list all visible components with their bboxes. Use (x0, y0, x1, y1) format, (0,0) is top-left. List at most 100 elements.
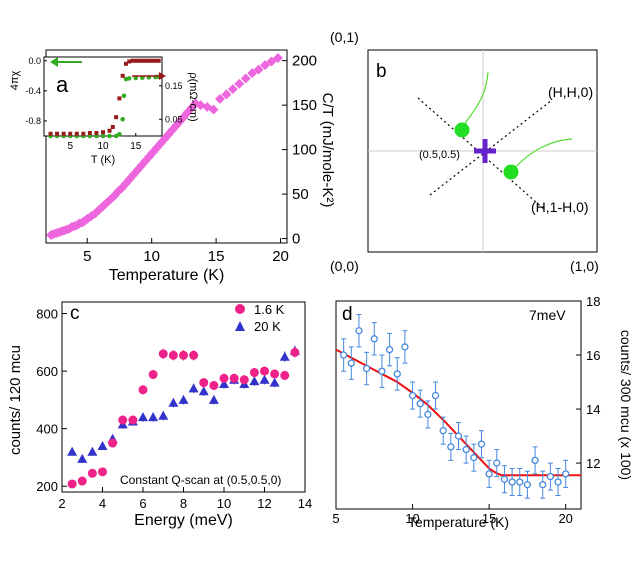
inset-point-chi (48, 131, 53, 136)
data-point-ct (221, 89, 232, 100)
x-axis-label: Energy (meV) (134, 512, 233, 529)
inset-point-chi (81, 131, 86, 136)
y-axis-label: C/T (mJ/mole-K²) (319, 93, 336, 208)
inset-x-tick-label: 10 (97, 141, 109, 152)
x-tick-label: 15 (208, 248, 225, 265)
data-point-1p6k (179, 350, 188, 360)
y-tick-label: 400 (36, 422, 58, 437)
inset-point-rho (107, 133, 112, 139)
y-tick-label: 0 (292, 231, 300, 248)
axes-frame (335, 300, 582, 510)
y-tick-label: 16 (586, 348, 600, 363)
inset-y2-tick-label: 0.15 (165, 81, 183, 91)
data-point-1p6k (260, 366, 269, 376)
y-tick-label: 18 (586, 294, 600, 309)
data-point-ct (215, 93, 225, 104)
y-tick-label: 12 (586, 456, 600, 471)
inset-point-chi (156, 58, 161, 63)
data-point (431, 391, 440, 400)
inset-point-chi (140, 58, 145, 63)
inset-point-chi (114, 115, 119, 120)
data-point-20k (198, 386, 209, 396)
inset-point-chi (137, 58, 142, 63)
data-point-ct (234, 78, 245, 89)
data-point (477, 440, 486, 448)
green-point-2 (503, 164, 519, 180)
inset-point-chi (127, 59, 132, 64)
data-point-20k (158, 410, 169, 420)
panel-d: 5 10 15 20 12 14 16 18 Temperature (K) counts/ 30… (332, 294, 634, 530)
x-tick-label: 4 (99, 496, 106, 511)
panel-a: 5 10 15 200 50 100 150 200 Temperature (K) C/T (m… (9, 49, 336, 284)
y-tick-label: 800 (36, 307, 58, 322)
y-tick-label: 200 (36, 479, 58, 494)
inset-point-chi (143, 58, 148, 63)
data-point-20k (269, 377, 280, 387)
inset-point-rho (133, 75, 139, 81)
data-point (355, 327, 363, 335)
x-tick-label: 5 (83, 248, 91, 265)
data-point-ct (240, 73, 251, 84)
data-point (462, 445, 470, 454)
inset-point-rho (121, 93, 127, 99)
annotation-energy: 7meV (529, 307, 566, 323)
dispersion-curve-1 (461, 71, 489, 129)
data-point-ct (247, 68, 258, 79)
panel-label-a: a (56, 72, 69, 97)
annotation-qscan: Constant Q-scan at (0.5,0.5,0) (120, 473, 281, 487)
inset-frame (43, 56, 163, 137)
inset-point-chi (94, 130, 99, 135)
y-tick-label: 200 (292, 53, 317, 70)
data-point-1p6k (189, 350, 199, 360)
data-point-20k (219, 379, 229, 389)
inset-point-chi (123, 61, 128, 66)
data-point (562, 470, 570, 478)
data-point-1p6k (77, 476, 87, 486)
data-point-1p6k (108, 438, 118, 448)
data-point (370, 335, 378, 343)
data-point-1p6k (118, 415, 128, 425)
y-tick-label: 100 (292, 142, 317, 159)
panel-label-d: d (342, 304, 353, 325)
annotation-h1h0: (H,1-H,0) (531, 199, 589, 215)
data-point (531, 456, 539, 465)
data-point-1p6k (87, 468, 97, 478)
inset-point-chi (87, 130, 92, 135)
y-axis-label: counts/ 300 mcu (x 100) (618, 330, 634, 480)
panel-label-c: c (70, 303, 80, 324)
data-point-20k (178, 394, 189, 404)
inset-arrow-right-head (159, 72, 166, 80)
data-point (408, 391, 417, 400)
data-point-20k (97, 440, 108, 450)
data-point-1p6k (219, 373, 229, 383)
data-point (554, 478, 562, 486)
data-point (493, 459, 501, 467)
data-point-20k (168, 397, 179, 407)
legend-label-20k: 20 K (254, 319, 281, 334)
inset-y-tick-label: -0.4 (25, 86, 41, 96)
x-tick-label: 20 (272, 248, 289, 265)
panel-b: (0,1) (0,0) (1,0) (H,H,0) (H,1-H,0) (0.5,0.5)… (330, 29, 599, 274)
data-point (347, 359, 355, 367)
data-point-20k (77, 453, 88, 463)
data-point-20k (188, 383, 199, 393)
inset-point-chi (74, 131, 79, 136)
data-point (416, 399, 424, 408)
data-point-1p6k (199, 378, 209, 388)
annotation-hh0: (H,H,0) (548, 84, 593, 100)
data-point (516, 478, 524, 486)
inset-point-chi (153, 58, 158, 63)
data-point (439, 427, 447, 435)
data-point-20k (148, 412, 159, 422)
x-tick-label: 2 (58, 496, 65, 511)
inset-point-chi (110, 124, 115, 129)
fit-line (335, 348, 581, 477)
data-point-1p6k (138, 385, 148, 395)
x-tick-label: 6 (139, 496, 146, 511)
inset-point-chi (107, 128, 112, 133)
x-axis-label: Temperature (K) (408, 514, 509, 530)
inset-point-chi (130, 58, 135, 63)
legend-label-1p6k: 1.6 K (254, 302, 285, 317)
inset-point-rho (100, 133, 106, 139)
